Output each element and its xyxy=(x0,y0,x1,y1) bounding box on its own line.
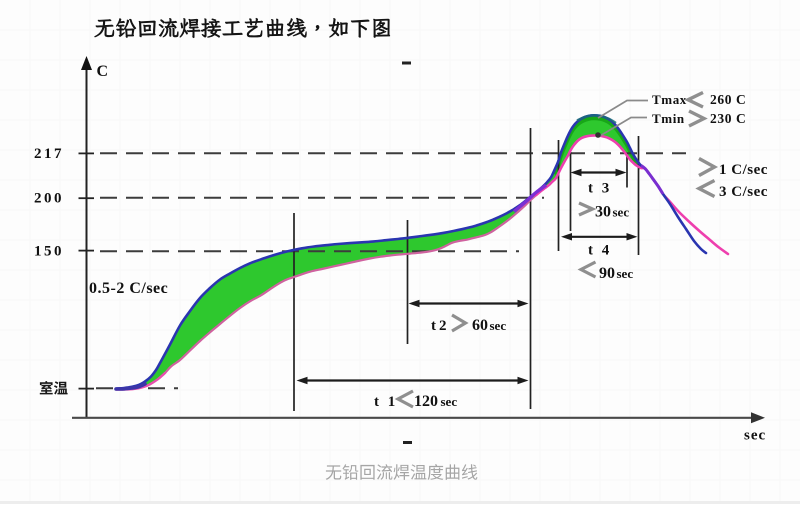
svg-text:t 1: t 1 xyxy=(374,394,398,410)
svg-text:sec: sec xyxy=(613,205,630,220)
svg-text:120: 120 xyxy=(414,393,438,410)
svg-text:150: 150 xyxy=(34,244,64,260)
svg-text:sec: sec xyxy=(617,266,634,281)
svg-text:260 C: 260 C xyxy=(710,92,746,107)
svg-text:1 C/sec: 1 C/sec xyxy=(719,162,768,178)
svg-text:sec: sec xyxy=(441,394,458,409)
svg-text:0.5-2 C/sec: 0.5-2 C/sec xyxy=(89,280,168,297)
svg-text:t 3: t 3 xyxy=(588,181,612,197)
svg-text:sec: sec xyxy=(744,428,766,444)
svg-text:Tmin: Tmin xyxy=(652,111,685,126)
svg-text:217: 217 xyxy=(34,146,64,162)
svg-text:60: 60 xyxy=(472,317,488,334)
svg-text:sec: sec xyxy=(490,318,507,333)
svg-text:230 C: 230 C xyxy=(710,111,746,126)
svg-text:3 C/sec: 3 C/sec xyxy=(719,184,768,200)
svg-text:C: C xyxy=(97,63,109,80)
svg-text:90: 90 xyxy=(599,265,615,282)
svg-text:30: 30 xyxy=(595,204,611,221)
svg-text:Tmax: Tmax xyxy=(652,92,687,107)
svg-text:t2: t2 xyxy=(431,318,450,334)
svg-text:t 4: t 4 xyxy=(588,243,612,259)
svg-text:200: 200 xyxy=(34,191,64,207)
